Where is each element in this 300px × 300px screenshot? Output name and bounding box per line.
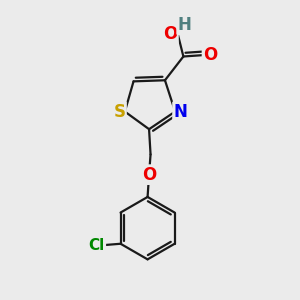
Text: N: N: [173, 103, 188, 121]
Text: O: O: [163, 26, 177, 44]
Text: H: H: [178, 16, 191, 34]
Text: Cl: Cl: [89, 238, 105, 253]
Text: S: S: [113, 103, 125, 121]
Text: O: O: [142, 166, 156, 184]
Text: O: O: [203, 46, 217, 64]
